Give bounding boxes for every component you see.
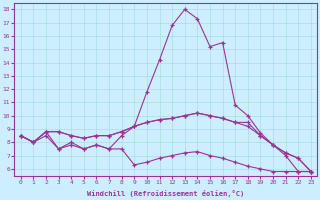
- X-axis label: Windchill (Refroidissement éolien,°C): Windchill (Refroidissement éolien,°C): [87, 190, 244, 197]
